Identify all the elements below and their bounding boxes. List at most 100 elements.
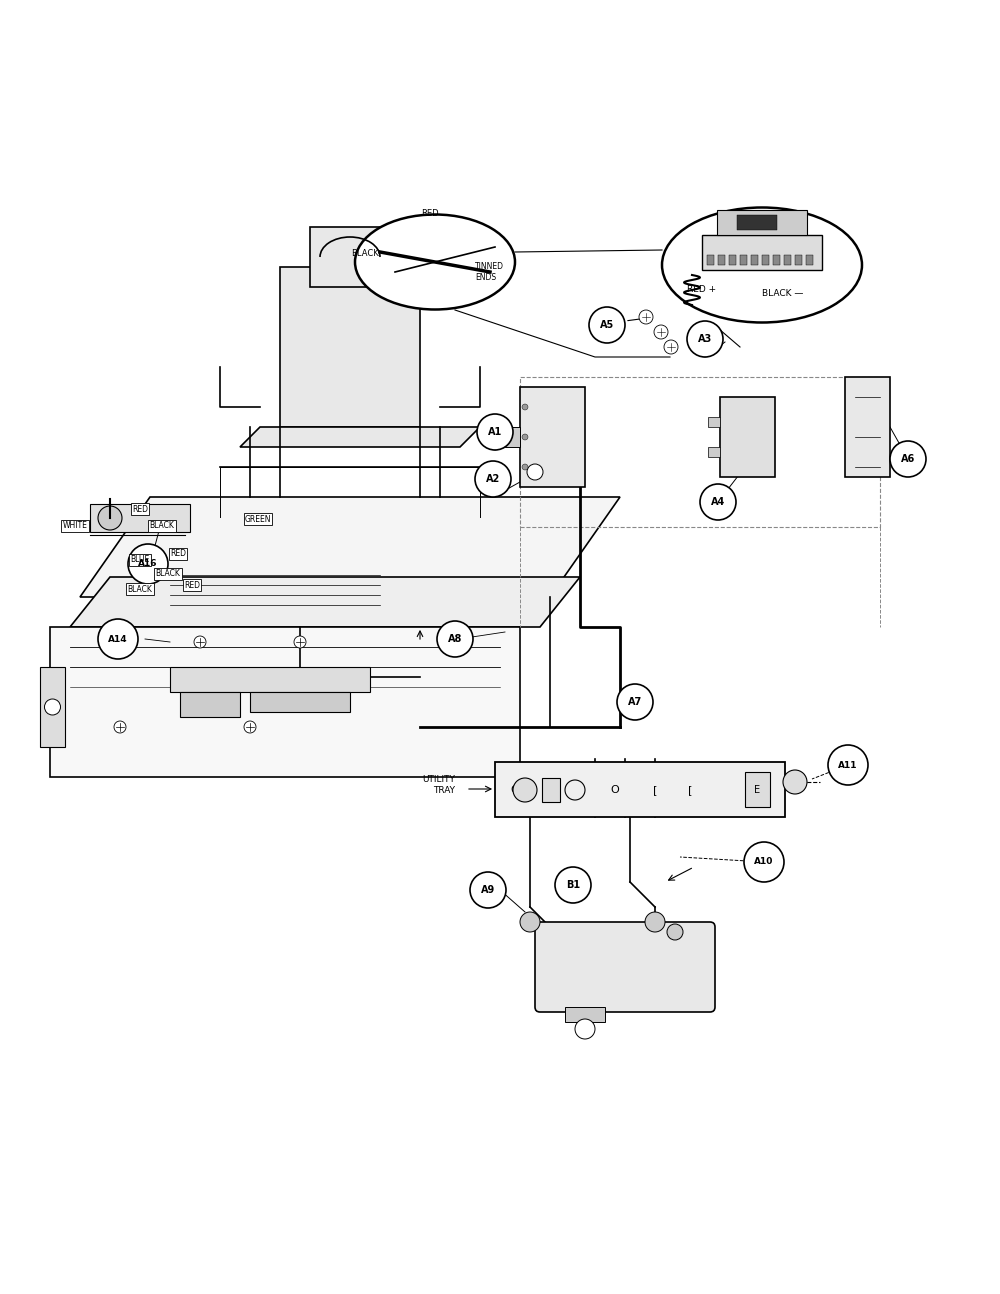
Circle shape <box>664 340 678 355</box>
Text: A8: A8 <box>448 634 462 644</box>
Bar <box>40 666 65 747</box>
Polygon shape <box>80 497 620 597</box>
Circle shape <box>527 465 543 480</box>
FancyBboxPatch shape <box>702 236 822 270</box>
Text: A4: A4 <box>711 497 725 507</box>
Circle shape <box>98 506 122 531</box>
Text: BLACK: BLACK <box>156 569 180 578</box>
Polygon shape <box>240 427 480 446</box>
Circle shape <box>475 461 511 497</box>
Bar <box>845 377 890 477</box>
Text: A7: A7 <box>628 697 642 707</box>
Text: O: O <box>511 785 519 795</box>
Text: A9: A9 <box>481 885 495 895</box>
Text: A16: A16 <box>138 559 158 568</box>
Circle shape <box>520 912 540 932</box>
Text: O: O <box>611 785 619 795</box>
Circle shape <box>667 924 683 939</box>
Ellipse shape <box>355 215 515 309</box>
Text: RED +: RED + <box>687 286 716 295</box>
Bar <box>795 255 802 265</box>
Bar <box>708 417 720 427</box>
Bar <box>170 666 370 692</box>
Text: GREEN: GREEN <box>245 515 271 524</box>
Circle shape <box>244 721 256 732</box>
Bar <box>707 255 714 265</box>
Text: A2: A2 <box>486 474 500 484</box>
Text: A5: A5 <box>600 320 614 330</box>
Bar <box>745 773 770 807</box>
Text: WHITE: WHITE <box>63 521 87 531</box>
Text: B1: B1 <box>566 880 580 890</box>
Bar <box>495 762 785 817</box>
Bar <box>520 387 585 487</box>
Circle shape <box>700 484 736 520</box>
Circle shape <box>645 912 665 932</box>
Bar <box>773 255 780 265</box>
Text: [: [ <box>688 785 692 795</box>
Bar <box>250 692 350 712</box>
Circle shape <box>114 646 126 659</box>
Circle shape <box>513 778 537 802</box>
Circle shape <box>294 635 306 648</box>
Text: A3: A3 <box>698 334 712 344</box>
Circle shape <box>783 770 807 795</box>
Text: A10: A10 <box>754 858 774 867</box>
Text: [: [ <box>653 785 657 795</box>
Bar <box>90 503 190 532</box>
Circle shape <box>565 780 585 800</box>
Circle shape <box>575 1018 595 1039</box>
Circle shape <box>522 465 528 470</box>
Bar <box>751 255 758 265</box>
Text: BLACK: BLACK <box>351 250 379 259</box>
Bar <box>708 446 720 457</box>
Polygon shape <box>50 628 520 776</box>
Bar <box>737 215 777 230</box>
Bar <box>729 255 736 265</box>
Circle shape <box>828 745 868 785</box>
FancyBboxPatch shape <box>535 923 715 1012</box>
Circle shape <box>589 307 625 343</box>
Circle shape <box>522 404 528 410</box>
Text: A11: A11 <box>838 761 858 770</box>
Text: O: O <box>576 785 584 795</box>
Bar <box>806 255 813 265</box>
Bar <box>542 778 560 802</box>
Bar <box>784 255 791 265</box>
Circle shape <box>744 842 784 883</box>
Text: RED: RED <box>184 581 200 590</box>
Text: TINNED
ENDS: TINNED ENDS <box>475 263 504 282</box>
Text: [: [ <box>543 785 547 795</box>
Text: BLACK —: BLACK — <box>762 289 803 298</box>
FancyBboxPatch shape <box>717 210 807 236</box>
Ellipse shape <box>662 207 862 322</box>
Circle shape <box>687 321 723 357</box>
Bar <box>720 397 775 477</box>
Text: BLACK: BLACK <box>150 521 174 531</box>
Circle shape <box>890 441 926 477</box>
Circle shape <box>555 867 591 903</box>
Circle shape <box>128 543 168 584</box>
Circle shape <box>194 635 206 648</box>
Polygon shape <box>310 226 390 287</box>
Circle shape <box>437 621 473 657</box>
Circle shape <box>44 699 60 716</box>
Text: E: E <box>754 785 760 795</box>
Text: A6: A6 <box>901 454 915 465</box>
Text: BLUE: BLUE <box>130 555 150 564</box>
Text: A14: A14 <box>108 634 128 643</box>
Bar <box>740 255 747 265</box>
Bar <box>718 255 725 265</box>
Circle shape <box>522 433 528 440</box>
Bar <box>505 427 520 446</box>
Bar <box>180 692 240 717</box>
Circle shape <box>617 685 653 719</box>
Circle shape <box>114 721 126 732</box>
Circle shape <box>98 619 138 659</box>
Text: A1: A1 <box>488 427 502 437</box>
Circle shape <box>654 325 668 339</box>
Text: RED: RED <box>170 550 186 559</box>
Polygon shape <box>280 267 420 427</box>
Bar <box>565 1007 605 1022</box>
Polygon shape <box>70 577 580 628</box>
